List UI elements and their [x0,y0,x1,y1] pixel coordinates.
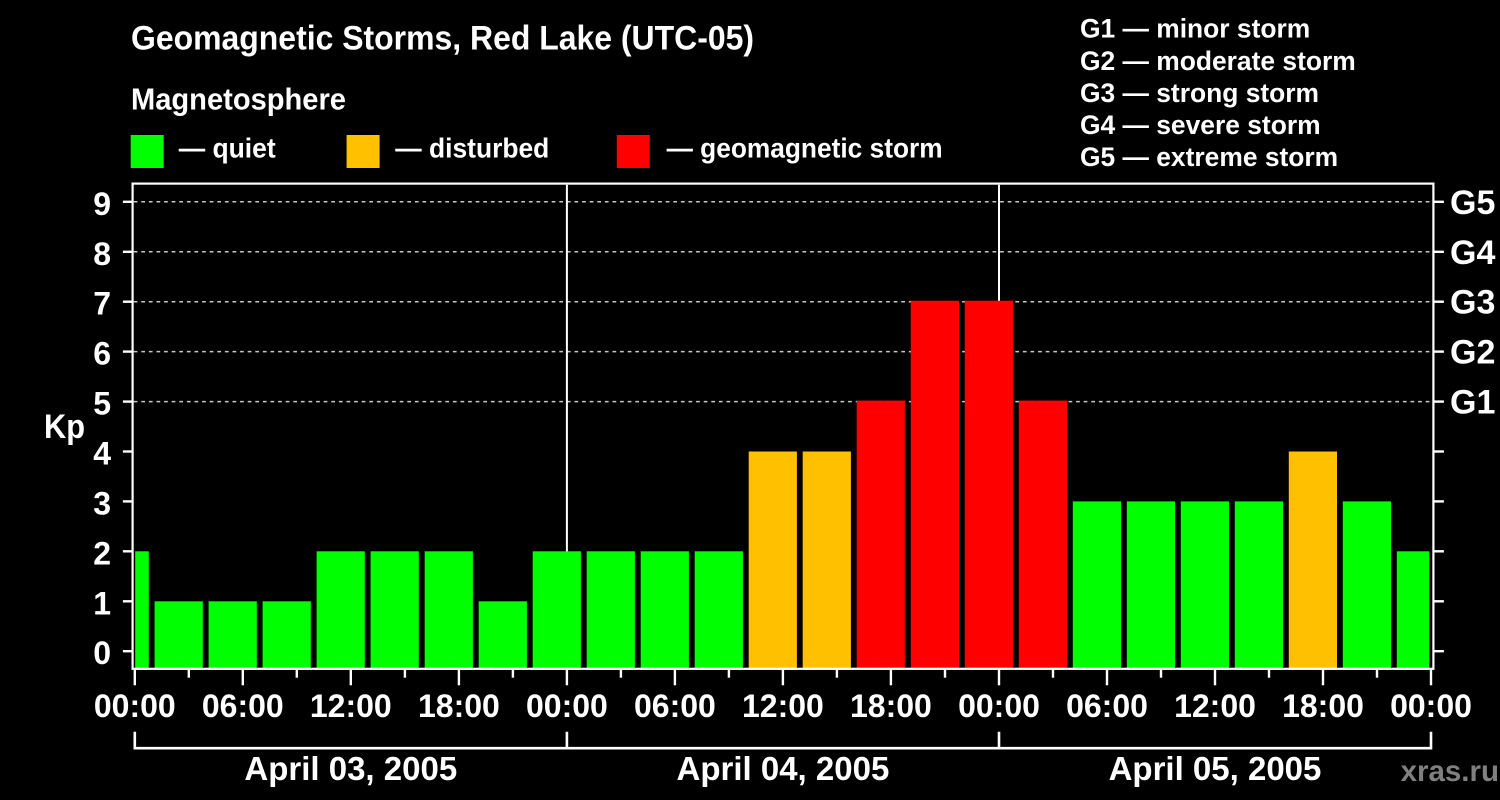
svg-text:G1: G1 [1450,384,1495,422]
svg-text:00:00: 00:00 [526,688,608,724]
svg-text:Kp: Kp [44,408,85,446]
svg-text:1: 1 [93,585,111,621]
svg-text:6: 6 [93,336,111,372]
svg-text:0: 0 [93,635,111,671]
svg-text:00:00: 00:00 [1390,688,1472,724]
svg-text:G5 — extreme storm: G5 — extreme storm [1080,142,1338,172]
svg-text:8: 8 [93,236,111,272]
svg-text:12:00: 12:00 [310,688,392,724]
svg-text:06:00: 06:00 [202,688,284,724]
svg-text:2: 2 [93,535,111,571]
svg-text:G1 — minor storm: G1 — minor storm [1080,14,1310,44]
svg-text:— disturbed: — disturbed [395,132,549,163]
svg-text:G5: G5 [1450,184,1495,222]
svg-text:00:00: 00:00 [94,688,176,724]
svg-text:G2 — moderate storm: G2 — moderate storm [1080,46,1356,76]
svg-text:April 05, 2005: April 05, 2005 [1109,750,1322,787]
svg-text:7: 7 [93,286,111,322]
svg-text:12:00: 12:00 [1174,688,1256,724]
svg-text:— geomagnetic storm: — geomagnetic storm [667,132,943,163]
svg-text:5: 5 [93,386,111,422]
svg-text:06:00: 06:00 [1066,688,1148,724]
svg-text:18:00: 18:00 [850,688,932,724]
svg-text:4: 4 [93,436,111,472]
svg-text:April 04, 2005: April 04, 2005 [677,750,890,787]
svg-text:Geomagnetic Storms, Red Lake (: Geomagnetic Storms, Red Lake (UTC-05) [131,20,754,58]
svg-text:18:00: 18:00 [418,688,500,724]
svg-text:12:00: 12:00 [742,688,824,724]
svg-text:G3 — strong storm: G3 — strong storm [1080,78,1319,108]
svg-text:9: 9 [93,186,111,222]
svg-text:xras.ru: xras.ru [1401,755,1499,788]
svg-text:G4 — severe storm: G4 — severe storm [1080,110,1321,140]
svg-text:April 03, 2005: April 03, 2005 [244,750,457,787]
svg-text:00:00: 00:00 [958,688,1040,724]
svg-text:G3: G3 [1450,284,1495,322]
svg-text:— quiet: — quiet [179,132,276,163]
svg-text:G2: G2 [1450,334,1495,372]
svg-text:06:00: 06:00 [634,688,716,724]
svg-text:Magnetosphere: Magnetosphere [131,81,346,116]
svg-text:18:00: 18:00 [1282,688,1364,724]
svg-text:G4: G4 [1450,234,1495,272]
svg-text:3: 3 [93,485,111,521]
